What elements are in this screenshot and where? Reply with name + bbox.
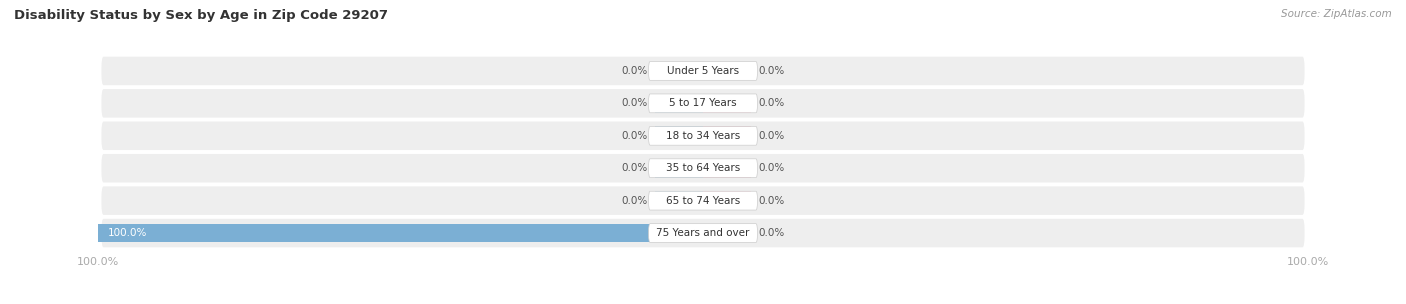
- Bar: [703, 61, 751, 80]
- Bar: [703, 191, 751, 210]
- Text: 0.0%: 0.0%: [759, 163, 785, 173]
- Bar: [655, 191, 703, 210]
- Bar: [703, 224, 751, 243]
- Text: 0.0%: 0.0%: [759, 66, 785, 76]
- Bar: [703, 94, 751, 113]
- Text: 18 to 34 Years: 18 to 34 Years: [666, 131, 740, 141]
- FancyBboxPatch shape: [648, 191, 758, 210]
- Text: 0.0%: 0.0%: [759, 98, 785, 108]
- FancyBboxPatch shape: [101, 122, 1305, 150]
- Text: 0.0%: 0.0%: [759, 228, 785, 238]
- FancyBboxPatch shape: [648, 126, 758, 145]
- FancyBboxPatch shape: [101, 186, 1305, 215]
- Bar: [98, 224, 703, 243]
- Text: Under 5 Years: Under 5 Years: [666, 66, 740, 76]
- Bar: [655, 159, 703, 178]
- Bar: [655, 126, 703, 145]
- Bar: [703, 159, 751, 178]
- FancyBboxPatch shape: [101, 57, 1305, 85]
- Text: 5 to 17 Years: 5 to 17 Years: [669, 98, 737, 108]
- FancyBboxPatch shape: [101, 89, 1305, 118]
- Text: 0.0%: 0.0%: [621, 131, 647, 141]
- Text: 0.0%: 0.0%: [621, 98, 647, 108]
- Text: 0.0%: 0.0%: [759, 131, 785, 141]
- FancyBboxPatch shape: [648, 61, 758, 80]
- Text: 0.0%: 0.0%: [621, 196, 647, 206]
- Text: Source: ZipAtlas.com: Source: ZipAtlas.com: [1281, 9, 1392, 19]
- Text: 100.0%: 100.0%: [107, 228, 146, 238]
- Bar: [703, 126, 751, 145]
- FancyBboxPatch shape: [648, 94, 758, 113]
- FancyBboxPatch shape: [101, 154, 1305, 182]
- Bar: [655, 61, 703, 80]
- FancyBboxPatch shape: [648, 224, 758, 243]
- FancyBboxPatch shape: [648, 159, 758, 178]
- Text: 35 to 64 Years: 35 to 64 Years: [666, 163, 740, 173]
- Text: 0.0%: 0.0%: [621, 163, 647, 173]
- Text: 75 Years and over: 75 Years and over: [657, 228, 749, 238]
- Text: 65 to 74 Years: 65 to 74 Years: [666, 196, 740, 206]
- Text: 0.0%: 0.0%: [621, 66, 647, 76]
- Text: 0.0%: 0.0%: [759, 196, 785, 206]
- Text: Disability Status by Sex by Age in Zip Code 29207: Disability Status by Sex by Age in Zip C…: [14, 9, 388, 22]
- Bar: [655, 94, 703, 113]
- FancyBboxPatch shape: [101, 219, 1305, 247]
